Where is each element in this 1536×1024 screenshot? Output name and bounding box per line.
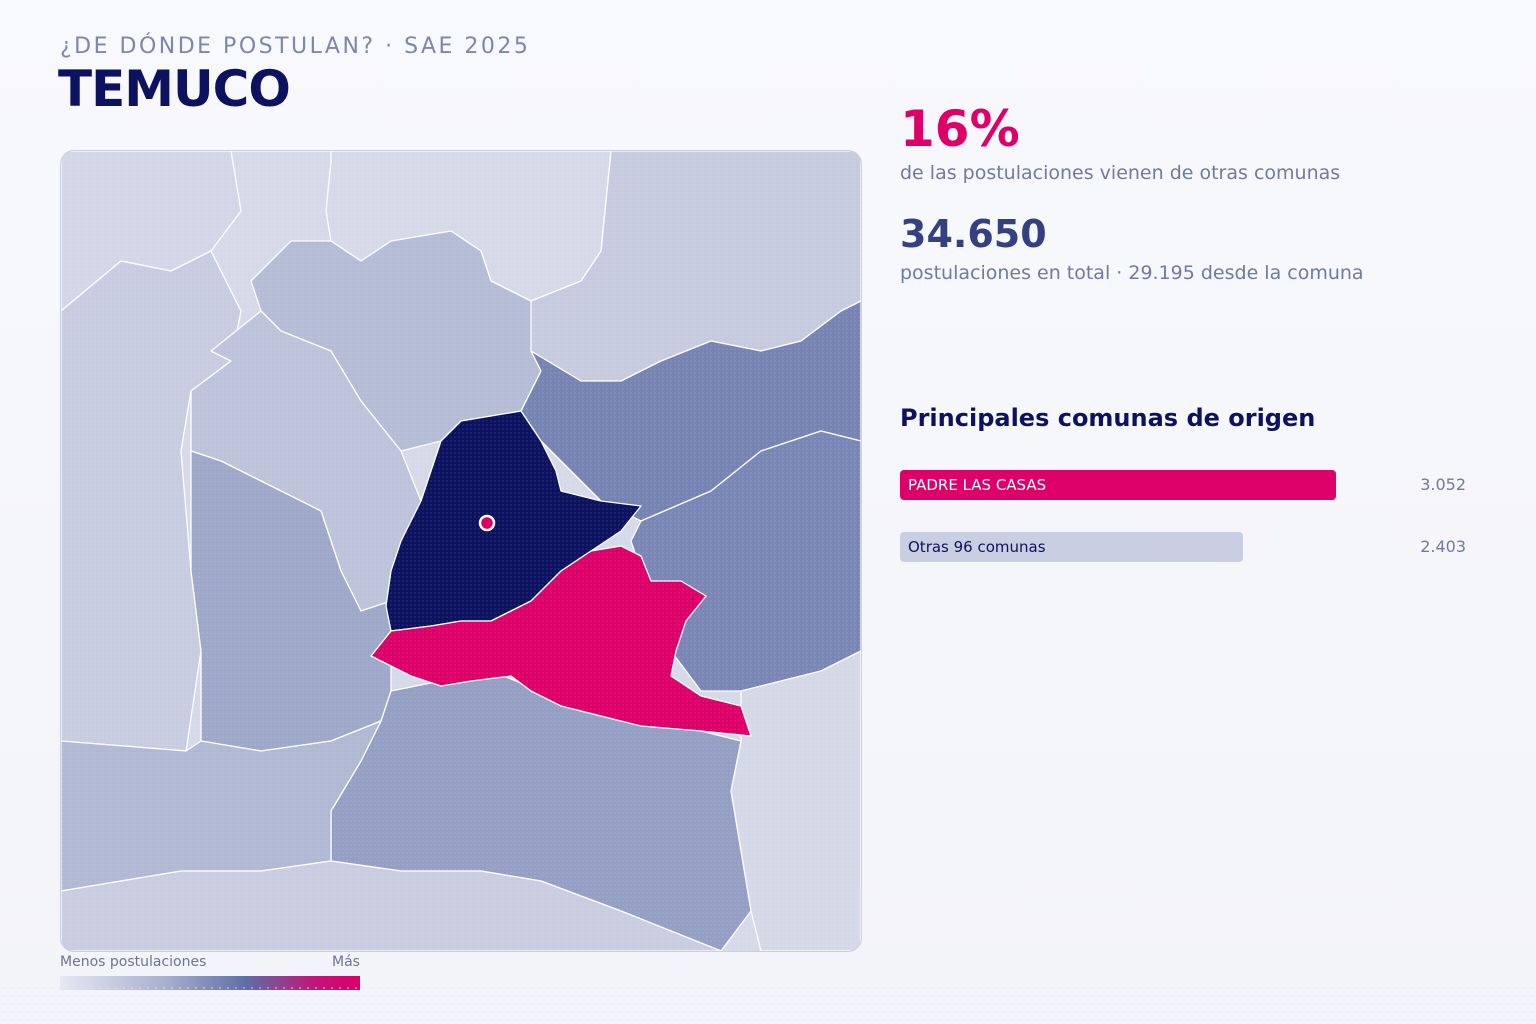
origin-bar-label: Otras 96 comunas <box>908 538 1046 556</box>
footer-dot-pattern <box>0 984 1536 1024</box>
external-percentage: 16% <box>900 100 1020 158</box>
legend-min-label: Menos postulaciones <box>60 954 207 970</box>
total-applications: 34.650 <box>900 212 1047 256</box>
origins-section-title: Principales comunas de origen <box>900 404 1316 432</box>
map-svg <box>61 151 861 951</box>
page-title: TEMUCO <box>58 60 291 118</box>
choropleth-map[interactable] <box>60 150 862 952</box>
page-eyebrow: ¿DE DÓNDE POSTULAN? · SAE 2025 <box>60 34 531 59</box>
origin-bar-value: 2.403 <box>1420 537 1466 556</box>
temuco-centroid-marker <box>478 514 496 532</box>
origin-bar-value: 3.052 <box>1420 475 1466 494</box>
origin-bar-padre-las-casas[interactable]: PADRE LAS CASAS <box>900 470 1336 500</box>
origin-bar-label: PADRE LAS CASAS <box>908 476 1047 494</box>
total-applications-description: postulaciones en total · 29.195 desde la… <box>900 262 1364 284</box>
legend-max-label: Más <box>332 954 360 970</box>
origin-bar-otras-comunas[interactable]: Otras 96 comunas <box>900 532 1243 562</box>
external-percentage-description: de las postulaciones vienen de otras com… <box>900 162 1341 184</box>
